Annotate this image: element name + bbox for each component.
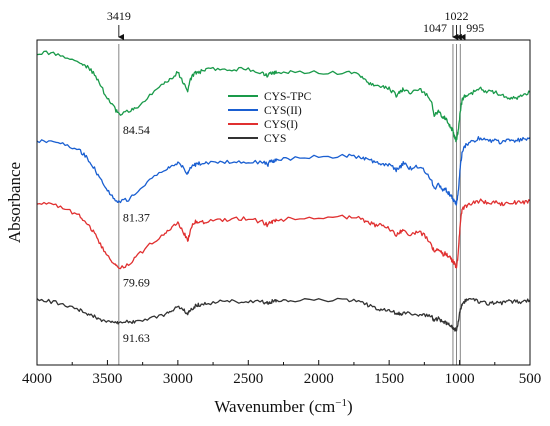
x-tick-label: 3000 — [163, 371, 193, 387]
peak-value-cys-ii: 81.37 — [123, 211, 150, 225]
x-tick-label: 3500 — [92, 371, 122, 387]
x-axis-title: Wavenumber (cm−1) — [214, 397, 352, 416]
x-tick-label: 500 — [519, 371, 542, 387]
legend-label-cys: CYS — [264, 133, 286, 145]
reference-label-3419: 3419 — [107, 9, 131, 23]
legend-label-cys-tpc: CYS-TPC — [264, 91, 312, 103]
x-tick-label: 2500 — [233, 371, 263, 387]
reference-label-1022: 1022 — [444, 9, 468, 23]
series-lines — [36, 50, 531, 332]
reference-label-1047: 1047 — [423, 21, 447, 35]
peak-value-cys: 91.63 — [123, 331, 150, 345]
x-axis-title-close: ) — [347, 397, 353, 416]
peak-value-cys-i: 79.69 — [123, 276, 150, 290]
x-axis-title-sup: −1 — [335, 397, 347, 409]
x-tick-label: 1000 — [445, 371, 475, 387]
x-tick-label: 1500 — [374, 371, 404, 387]
series-line-cys-tpc — [36, 50, 531, 143]
series-line-cys-i — [36, 198, 531, 270]
annotations: 84.54 81.37 79.69 91.63 — [123, 123, 150, 345]
x-tick-label: 2000 — [304, 371, 334, 387]
x-tick-label: 4000 — [22, 371, 52, 387]
series-line-cys-ii — [36, 136, 531, 206]
reference-label-995: 995 — [466, 21, 484, 35]
legend-label-cys-ii: CYS(II) — [264, 105, 302, 117]
y-axis-title: Absorbance — [5, 162, 24, 243]
x-axis-title-main: Wavenumber (cm — [214, 397, 335, 416]
series-line-cys — [36, 297, 531, 332]
legend-label-cys-i: CYS(I) — [264, 119, 298, 131]
peak-value-cys-tpc: 84.54 — [123, 123, 150, 137]
x-axis-ticks: 4000 3500 3000 2500 2000 1500 1000 500 — [22, 360, 541, 387]
legend: CYS-TPC CYS(II) CYS(I) CYS — [228, 91, 312, 145]
